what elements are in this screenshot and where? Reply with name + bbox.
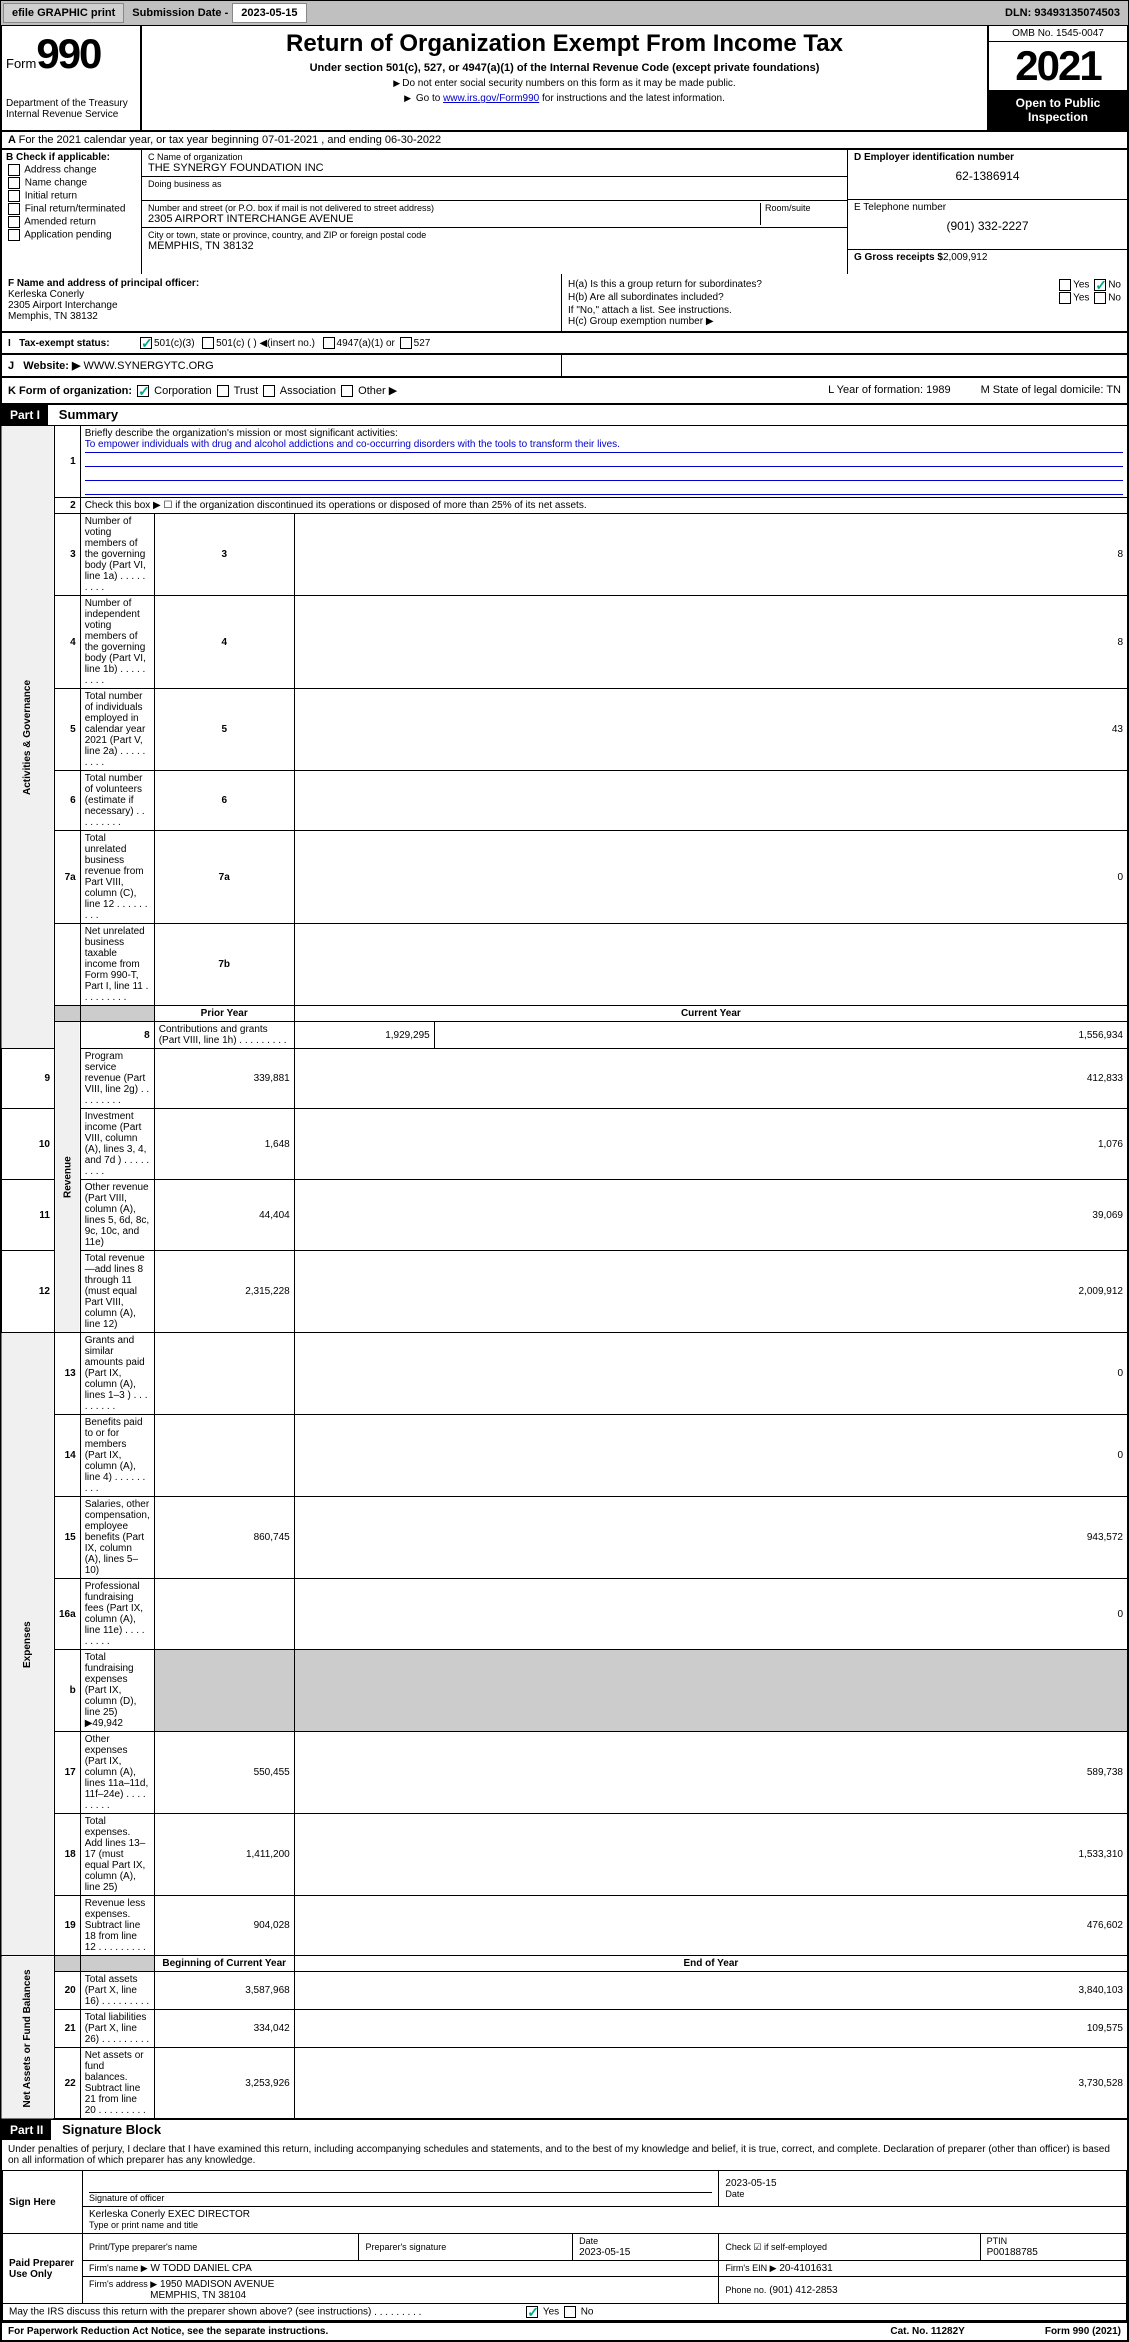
dba-label: Doing business as bbox=[148, 179, 841, 189]
form-number-block: Form990 Department of the Treasury Inter… bbox=[2, 26, 142, 130]
chk-trust[interactable] bbox=[217, 385, 229, 397]
chk-4947[interactable] bbox=[323, 337, 335, 349]
officer-block: F Name and address of principal officer:… bbox=[2, 274, 562, 331]
officer-addr1: 2305 Airport Interchange bbox=[8, 300, 118, 311]
vlabel-netassets: Net Assets or Fund Balances bbox=[1, 1956, 55, 2120]
topbar: efile GRAPHIC print Submission Date - 20… bbox=[0, 0, 1129, 26]
title-block: Return of Organization Exempt From Incom… bbox=[142, 26, 987, 130]
ein: 62-1386914 bbox=[854, 169, 1121, 183]
addr-label: Number and street (or P.O. box if mail i… bbox=[148, 203, 760, 213]
chk-hb-no[interactable] bbox=[1094, 292, 1106, 304]
addr: 2305 AIRPORT INTERCHANGE AVENUE bbox=[148, 213, 760, 225]
row-j-website: J Website: ▶ WWW.SYNERGYTC.ORG bbox=[0, 355, 1129, 378]
chk-hb-yes[interactable] bbox=[1059, 292, 1071, 304]
tax-year: 2021 bbox=[989, 42, 1127, 90]
signature-section: Under penalties of perjury, I declare th… bbox=[0, 2140, 1129, 2323]
city: MEMPHIS, TN 38132 bbox=[148, 240, 841, 252]
form-number: 990 bbox=[36, 30, 100, 77]
chk-assoc[interactable] bbox=[263, 385, 275, 397]
chk-discuss-no[interactable] bbox=[564, 2306, 576, 2318]
form-word: Form bbox=[6, 56, 36, 71]
part1-title: Summary bbox=[59, 407, 118, 422]
officer-addr2: Memphis, TN 38132 bbox=[8, 311, 98, 322]
form-header: Form990 Department of the Treasury Inter… bbox=[0, 26, 1129, 132]
gross-label: G Gross receipts $ bbox=[854, 252, 943, 263]
summary-table: Activities & Governance 1 Briefly descri… bbox=[0, 425, 1129, 2120]
firm-addr: 1950 MADISON AVENUE bbox=[160, 2279, 274, 2290]
col-b-checkboxes: B Check if applicable: Address change Na… bbox=[2, 150, 142, 274]
chk-application-pending[interactable] bbox=[8, 229, 20, 241]
year-formation: L Year of formation: 1989 bbox=[828, 384, 951, 397]
block-bcd: B Check if applicable: Address change Na… bbox=[0, 150, 1129, 274]
dln: DLN: 93493135074503 bbox=[1005, 7, 1126, 19]
declaration-text: Under penalties of perjury, I declare th… bbox=[2, 2140, 1127, 2170]
col-d-ein: D Employer identification number 62-1386… bbox=[847, 150, 1127, 274]
year-block: OMB No. 1545-0047 2021 Open to Public In… bbox=[987, 26, 1127, 130]
group-return-block: H(a) Is this a group return for subordin… bbox=[562, 274, 1127, 331]
instruction-1: Do not enter social security numbers on … bbox=[150, 78, 979, 89]
col-c-org-info: C Name of organization THE SYNERGY FOUND… bbox=[142, 150, 847, 274]
department: Department of the Treasury Internal Reve… bbox=[6, 98, 136, 120]
chk-initial-return[interactable] bbox=[8, 190, 20, 202]
ein-label: D Employer identification number bbox=[854, 152, 1014, 163]
main-title: Return of Organization Exempt From Incom… bbox=[150, 30, 979, 58]
website: WWW.SYNERGYTC.ORG bbox=[84, 360, 214, 372]
firm-phone: (901) 412-2853 bbox=[769, 2285, 837, 2296]
chk-corp[interactable] bbox=[137, 385, 149, 397]
chk-ha-no[interactable] bbox=[1094, 279, 1106, 291]
mission-text: To empower individuals with drug and alc… bbox=[85, 439, 1123, 453]
phone: (901) 332-2227 bbox=[854, 219, 1121, 233]
part1-header: Part I bbox=[2, 405, 48, 425]
sign-here-label: Sign Here bbox=[3, 2171, 83, 2234]
chk-527[interactable] bbox=[400, 337, 412, 349]
chk-501c[interactable] bbox=[202, 337, 214, 349]
city-label: City or town, state or province, country… bbox=[148, 230, 841, 240]
row-fgh: F Name and address of principal officer:… bbox=[0, 274, 1129, 333]
submission-date: 2023-05-15 bbox=[232, 3, 306, 23]
subtitle: Under section 501(c), 527, or 4947(a)(1)… bbox=[150, 62, 979, 74]
officer-name: Kerleska Conerly bbox=[8, 289, 84, 300]
ptin: P00188785 bbox=[987, 2247, 1038, 2258]
instruction-2: Go to www.irs.gov/Form990 for instructio… bbox=[150, 93, 979, 104]
chk-name-change[interactable] bbox=[8, 177, 20, 189]
row-k-form-org: K Form of organization: Corporation Trus… bbox=[0, 378, 1129, 405]
chk-discuss-yes[interactable] bbox=[526, 2306, 538, 2318]
row-a-tax-year: A For the 2021 calendar year, or tax yea… bbox=[0, 132, 1129, 150]
room-label: Room/suite bbox=[765, 203, 841, 213]
chk-501c3[interactable] bbox=[140, 337, 152, 349]
chk-amended-return[interactable] bbox=[8, 216, 20, 228]
submission-label: Submission Date - bbox=[132, 7, 228, 19]
firm-name: W TODD DANIEL CPA bbox=[150, 2263, 251, 2274]
org-name-label: C Name of organization bbox=[148, 152, 841, 162]
phone-label: E Telephone number bbox=[854, 202, 946, 213]
vlabel-activities: Activities & Governance bbox=[1, 426, 55, 1049]
footer: For Paperwork Reduction Act Notice, see … bbox=[0, 2323, 1129, 2342]
officer-sig-name: Kerleska Conerly EXEC DIRECTOR bbox=[89, 2209, 1120, 2220]
row-i-tax-status: I Tax-exempt status: 501(c)(3) 501(c) ( … bbox=[0, 333, 1129, 355]
part2-title: Signature Block bbox=[62, 2122, 161, 2137]
open-public-badge: Open to Public Inspection bbox=[989, 90, 1127, 130]
paid-preparer-label: Paid Preparer Use Only bbox=[3, 2234, 83, 2304]
vlabel-expenses: Expenses bbox=[1, 1333, 55, 1956]
part2-header: Part II bbox=[2, 2120, 51, 2140]
org-name: THE SYNERGY FOUNDATION INC bbox=[148, 162, 841, 174]
omb-number: OMB No. 1545-0047 bbox=[989, 26, 1127, 42]
chk-ha-yes[interactable] bbox=[1059, 279, 1071, 291]
gross: 2,009,912 bbox=[943, 252, 988, 263]
chk-final-return[interactable] bbox=[8, 203, 20, 215]
chk-other[interactable] bbox=[341, 385, 353, 397]
state-domicile: M State of legal domicile: TN bbox=[981, 384, 1121, 397]
efile-print-button[interactable]: efile GRAPHIC print bbox=[3, 3, 124, 23]
chk-address-change[interactable] bbox=[8, 164, 20, 176]
firm-ein: 20-4101631 bbox=[779, 2263, 832, 2274]
vlabel-revenue: Revenue bbox=[55, 1022, 81, 1333]
irs-link[interactable]: www.irs.gov/Form990 bbox=[443, 93, 539, 104]
